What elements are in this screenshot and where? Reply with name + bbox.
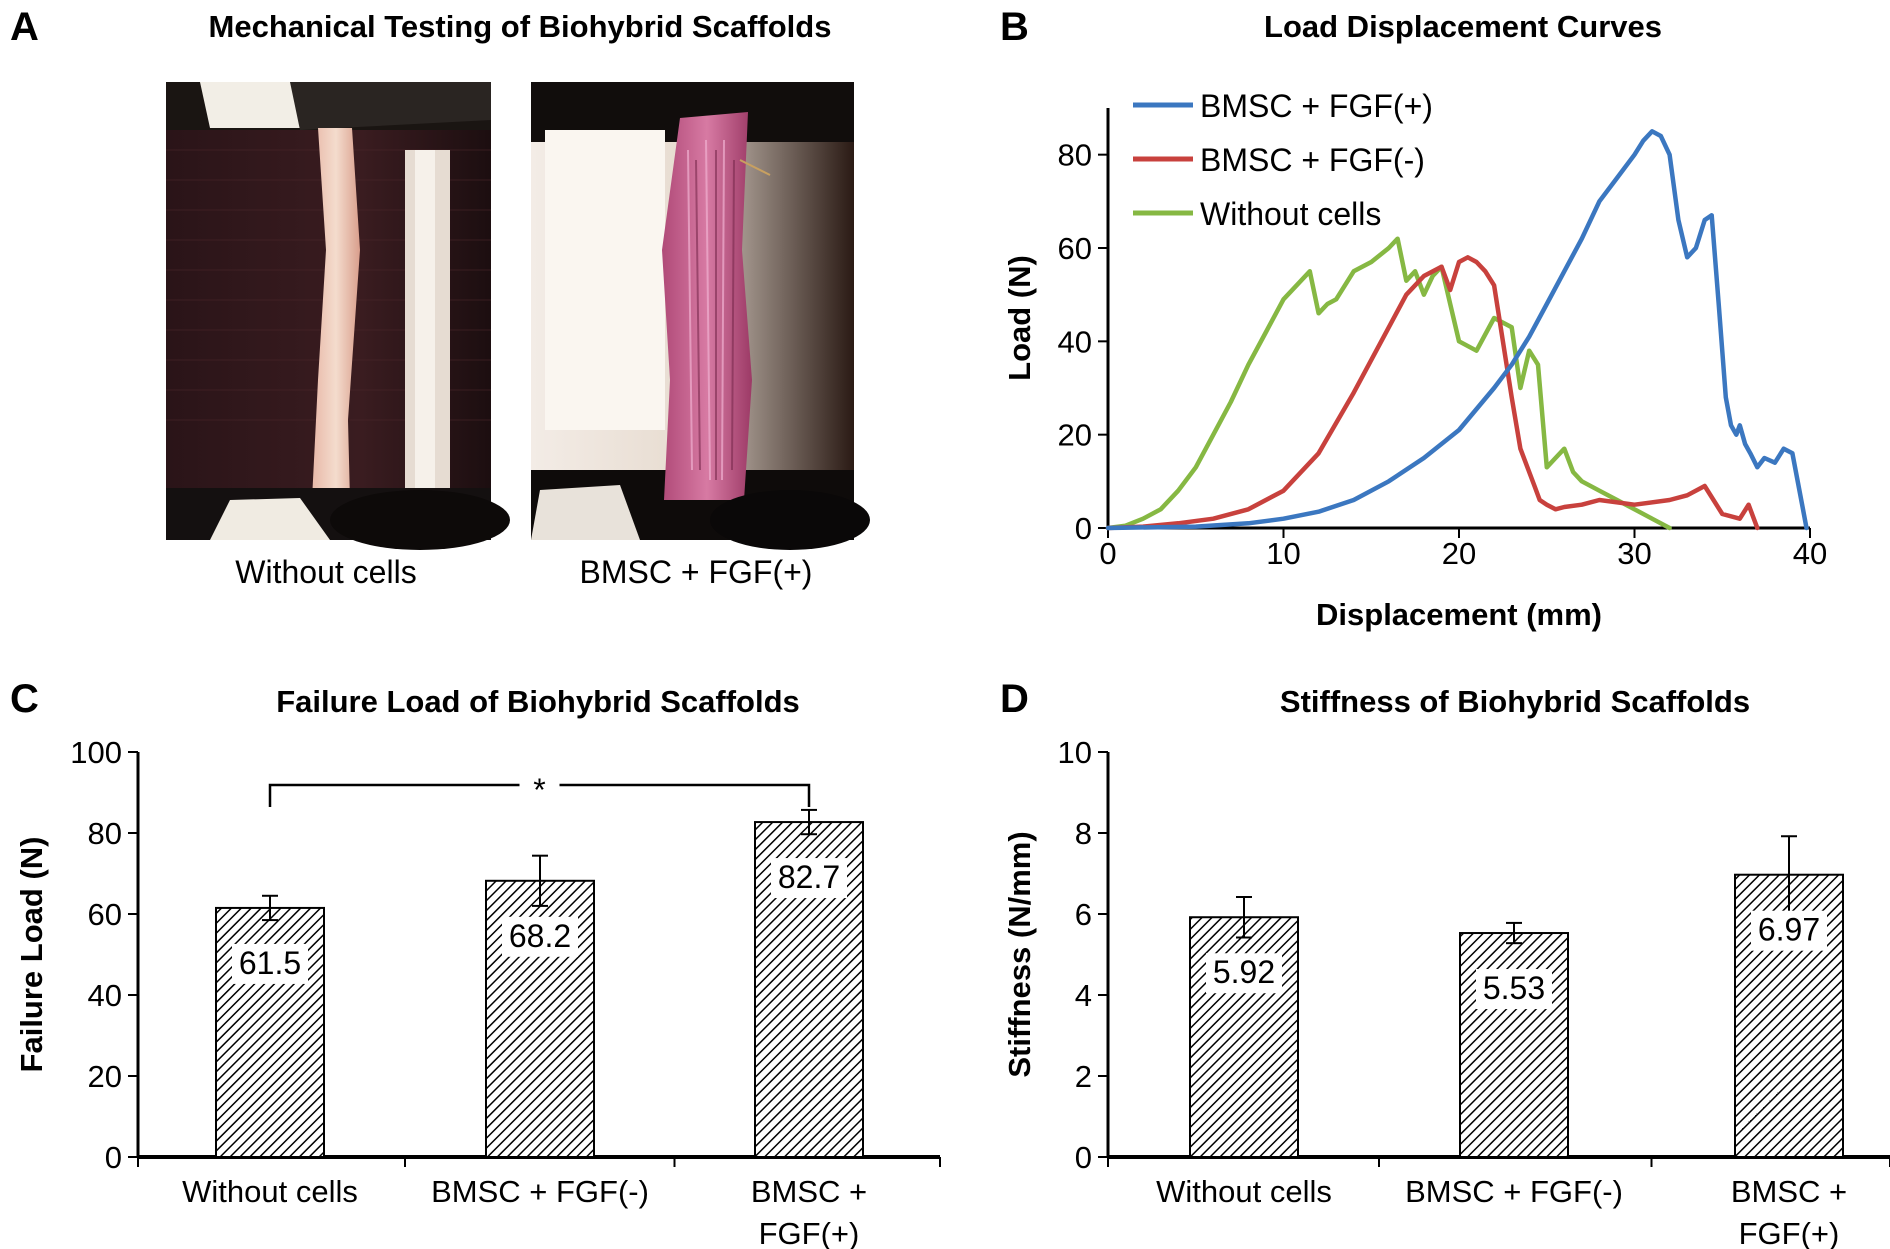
y-tick-label: 8	[1075, 816, 1092, 851]
line-chart: 0 20 40 60 80 0 10 20 30 40 Displacement (mm) Load …	[1002, 88, 1827, 632]
y-tick-label: 2	[1075, 1059, 1092, 1094]
category-label: FGF(+)	[759, 1216, 860, 1249]
y-tick-label: 6	[1075, 897, 1092, 932]
category-label: FGF(+)	[1739, 1216, 1840, 1249]
panel-d-letter: D	[1000, 677, 1029, 721]
y-tick-label: 0	[1075, 511, 1092, 546]
value-label: 82.7	[778, 859, 840, 895]
value-label-box	[1206, 953, 1282, 994]
value-label: 5.53	[1483, 970, 1545, 1006]
y-axis-title: Load (N)	[1002, 255, 1037, 381]
y-tick-label: 60	[88, 897, 122, 932]
legend-label: BMSC + FGF(+)	[1200, 88, 1433, 124]
y-tick-label: 80	[88, 816, 122, 851]
value-label-box	[232, 943, 308, 984]
y-tick-label: 100	[70, 735, 122, 770]
value-label: 5.92	[1213, 954, 1275, 990]
value-label: 6.97	[1758, 912, 1820, 948]
y-tick-label: 4	[1075, 978, 1092, 1013]
panel-b: B Load Displacement Curves 0 20 40 60 80 0 10 2…	[1000, 5, 1827, 632]
x-tick-label: 30	[1617, 536, 1651, 571]
photo-without-cells	[166, 82, 510, 550]
series-line-bmsc-fgf	[1105, 255, 1760, 531]
y-tick-label: 0	[1075, 1140, 1092, 1175]
category-label: Without cells	[182, 1174, 358, 1209]
x-tick-label: 20	[1442, 536, 1476, 571]
panel-a: A Mechanical Testing of Biohybrid Scaffo…	[10, 5, 870, 590]
legend-label: BMSC + FGF(-)	[1200, 142, 1425, 178]
bar-chart-failure-load: 0 20 40 60 80 100 Failure Load (N) 61.5 Without …	[14, 735, 941, 1249]
value-label-box	[1476, 969, 1552, 1010]
significance-star: *	[533, 772, 545, 808]
series-line-without-cells	[1105, 236, 1672, 531]
series-line-bmsc-fgf	[1105, 129, 1809, 531]
x-tick-label: 40	[1793, 536, 1827, 571]
chart-b-title: Load Displacement Curves	[1264, 9, 1662, 44]
y-tick-label: 20	[1058, 418, 1092, 453]
panel-d: D Stiffness of Biohybrid Scaffolds 0 2 4 6 8…	[1000, 677, 1890, 1249]
value-label-box	[502, 916, 578, 957]
category-label: Without cells	[1156, 1174, 1332, 1209]
chart-d-title: Stiffness of Biohybrid Scaffolds	[1280, 684, 1750, 719]
y-axis-title: Stiffness (N/mm)	[1002, 831, 1037, 1077]
photo-caption-without-cells: Without cells	[235, 554, 416, 590]
y-tick-label: 80	[1058, 138, 1092, 173]
value-label: 61.5	[239, 945, 301, 981]
chart-c-title: Failure Load of Biohybrid Scaffolds	[276, 684, 800, 719]
legend-label: Without cells	[1200, 196, 1381, 232]
y-tick-label: 40	[1058, 324, 1092, 359]
y-tick-label: 40	[88, 978, 122, 1013]
panel-a-title: Mechanical Testing of Biohybrid Scaffold…	[209, 9, 832, 44]
photo-caption-bmsc-fgf-plus: BMSC + FGF(+)	[580, 554, 813, 590]
bar	[1459, 932, 1569, 1158]
y-tick-label: 60	[1058, 231, 1092, 266]
panel-b-letter: B	[1000, 5, 1029, 49]
x-axis-title: Displacement (mm)	[1316, 597, 1602, 632]
value-label-box	[771, 858, 847, 899]
category-label: BMSC + FGF(-)	[431, 1174, 649, 1209]
x-tick-label: 0	[1099, 536, 1116, 571]
x-tick-label: 10	[1266, 536, 1300, 571]
y-tick-label: 10	[1058, 735, 1092, 770]
panel-a-letter: A	[10, 5, 39, 49]
y-tick-label: 0	[105, 1140, 122, 1175]
y-axis-title: Failure Load (N)	[14, 837, 49, 1073]
category-label: BMSC +	[1731, 1174, 1847, 1209]
bar-chart-stiffness: 0 2 4 6 8 10 Stiffness (N/mm) 5.92 Without cells…	[1002, 735, 1890, 1249]
value-label-box	[1751, 910, 1827, 951]
y-tick-label: 20	[88, 1059, 122, 1094]
panel-c-letter: C	[10, 677, 39, 721]
significance-mask	[519, 767, 560, 803]
category-label: BMSC +	[751, 1174, 867, 1209]
category-label: BMSC + FGF(-)	[1405, 1174, 1623, 1209]
panel-c: C Failure Load of Biohybrid Scaffolds 0 2…	[10, 677, 941, 1249]
photo-bmsc-fgf-plus	[531, 82, 870, 550]
value-label: 68.2	[509, 918, 571, 954]
bar	[1189, 916, 1299, 1158]
